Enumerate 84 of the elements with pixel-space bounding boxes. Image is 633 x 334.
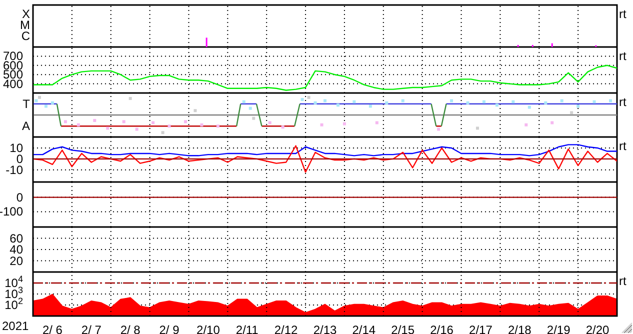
y-tick-label: 60: [10, 231, 24, 246]
x-tick-label: 2/12: [274, 323, 298, 334]
point: [281, 126, 284, 129]
text: rt: [619, 95, 626, 109]
point: [352, 100, 356, 104]
point: [385, 101, 388, 104]
point: [592, 100, 596, 104]
text: rt: [619, 49, 626, 63]
point: [76, 123, 80, 126]
x-tick-label: 2/14: [352, 323, 376, 334]
point: [342, 122, 346, 126]
point: [544, 101, 548, 104]
point: [570, 111, 574, 114]
x-tick-label: 2/ 6: [42, 323, 63, 334]
x-tick-label: 2/10: [196, 323, 220, 334]
point: [300, 98, 304, 102]
point: [106, 126, 110, 130]
x-tick-label: 2/13: [313, 323, 337, 334]
text: T: [22, 97, 30, 111]
point: [64, 120, 67, 124]
point: [336, 104, 340, 107]
point: [524, 123, 528, 126]
point: [168, 124, 171, 128]
text: rt: [619, 139, 626, 153]
point: [320, 123, 324, 126]
text: rt: [619, 274, 626, 288]
point: [50, 101, 54, 104]
x-tick-label: 2/17: [469, 323, 493, 334]
point: [450, 99, 454, 102]
point: [466, 101, 470, 104]
text: rt: [619, 7, 626, 21]
point: [609, 99, 612, 102]
point: [560, 99, 564, 102]
x-tick-label: 2/20: [586, 323, 610, 334]
x-tick-label: 2/16: [430, 323, 454, 334]
x-tick-label: 2/15: [391, 323, 415, 334]
point: [375, 121, 378, 124]
point: [482, 100, 486, 104]
line-series: [33, 144, 617, 156]
point: [307, 96, 310, 99]
point: [550, 121, 554, 124]
text: X: [22, 7, 30, 21]
point: [216, 124, 220, 128]
point: [242, 100, 246, 104]
point: [184, 120, 187, 124]
x-tick-label: 2/ 9: [159, 323, 180, 334]
x-tick-label: 2/19: [546, 323, 571, 334]
point: [135, 128, 138, 131]
point: [93, 118, 96, 122]
y-tick-label: 40: [10, 242, 24, 256]
point: [248, 106, 252, 110]
point: [38, 96, 41, 99]
point: [476, 126, 479, 130]
point: [324, 99, 326, 102]
point: [200, 123, 204, 126]
point: [401, 99, 404, 102]
text: M: [20, 18, 30, 32]
point: [512, 100, 515, 104]
point: [268, 121, 272, 124]
point: [44, 104, 48, 108]
point: [314, 101, 317, 104]
text: A: [22, 119, 30, 133]
point: [34, 99, 38, 102]
y-tick-label: 0: [16, 190, 24, 204]
x-tick-label: 2/11: [236, 323, 259, 334]
point: [152, 121, 155, 124]
point: [437, 128, 440, 131]
line-series: [33, 145, 617, 173]
line-series: [33, 64, 617, 91]
x-tick-label: 2/ 7: [81, 323, 102, 334]
point: [528, 106, 531, 109]
y-tick-label: 20: [10, 254, 24, 268]
point: [122, 120, 126, 124]
point: [368, 104, 372, 108]
point: [576, 104, 580, 108]
x-axis-title: 2021: [2, 319, 29, 333]
x-tick-label: 2/18: [508, 323, 532, 334]
x-tick-label: 2/ 8: [120, 323, 141, 334]
point: [161, 131, 164, 134]
point: [128, 96, 132, 100]
point: [252, 116, 256, 120]
text: C: [21, 29, 30, 43]
point: [194, 109, 197, 112]
point: [495, 104, 498, 107]
